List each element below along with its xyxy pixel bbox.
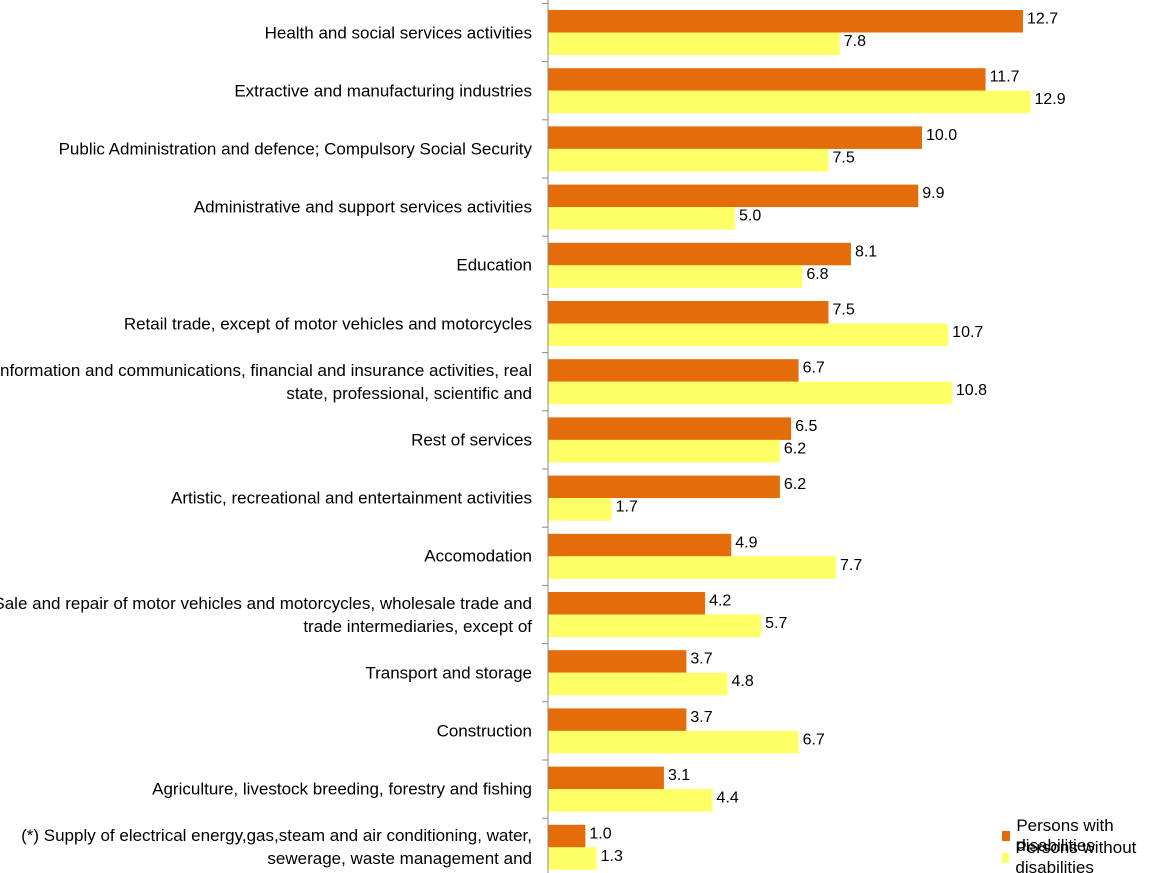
bar bbox=[548, 242, 851, 266]
value-label: 6.5 bbox=[795, 418, 817, 435]
category-label: (*) Supply of electrical energy,gas,stea… bbox=[21, 826, 532, 869]
bar bbox=[548, 265, 803, 288]
category-label: Accomodation bbox=[424, 546, 532, 566]
bar bbox=[548, 126, 922, 149]
bar bbox=[548, 533, 732, 557]
bar bbox=[548, 556, 836, 579]
value-label: 6.8 bbox=[806, 266, 828, 283]
bar bbox=[548, 10, 1023, 33]
value-label: 7.7 bbox=[840, 557, 862, 574]
value-label: 7.5 bbox=[833, 301, 855, 318]
bar bbox=[548, 381, 952, 405]
value-label: 9.9 bbox=[922, 185, 944, 202]
bar bbox=[548, 614, 762, 637]
category-label: Administrative and support services acti… bbox=[193, 197, 532, 217]
value-label: 6.7 bbox=[803, 731, 825, 748]
value-label: 1.3 bbox=[601, 848, 623, 865]
bar bbox=[548, 207, 735, 230]
bar bbox=[548, 359, 799, 382]
legend-swatch bbox=[1002, 831, 1011, 841]
bar bbox=[548, 417, 792, 440]
value-label: 8.1 bbox=[855, 243, 877, 260]
value-label: 11.7 bbox=[990, 69, 1020, 86]
bar bbox=[548, 672, 728, 696]
value-label: 6.2 bbox=[784, 476, 806, 493]
value-label: 12.9 bbox=[1034, 91, 1065, 108]
legend-item: Persons without disabilities bbox=[1002, 838, 1167, 873]
category-label: Public Administration and defence; Compu… bbox=[58, 139, 532, 159]
value-label: 7.5 bbox=[833, 149, 855, 166]
bar bbox=[548, 32, 840, 55]
category-label: Education bbox=[456, 255, 532, 275]
bar bbox=[548, 475, 780, 499]
bar bbox=[548, 90, 1031, 114]
legend-item: Persons with disabilities bbox=[1002, 816, 1167, 856]
bar bbox=[548, 498, 612, 521]
bar bbox=[548, 439, 780, 463]
category-label: Extractive and manufacturing industries bbox=[234, 81, 532, 101]
value-label: 10.7 bbox=[952, 324, 983, 341]
value-label: 6.2 bbox=[784, 440, 806, 457]
bar bbox=[548, 592, 706, 615]
value-label: 7.8 bbox=[844, 33, 866, 50]
bar bbox=[548, 68, 986, 91]
bar bbox=[548, 323, 949, 346]
value-label: 3.7 bbox=[690, 651, 712, 668]
bar bbox=[548, 708, 687, 731]
category-label: Retail trade, except of motor vehicles a… bbox=[123, 314, 532, 333]
category-label: Rest of services bbox=[411, 430, 532, 450]
value-label: 3.1 bbox=[668, 767, 690, 784]
category-label: Health and social services activities bbox=[264, 23, 532, 42]
bar bbox=[548, 847, 597, 870]
value-label: 10.0 bbox=[926, 127, 957, 144]
bar bbox=[548, 824, 586, 848]
bar bbox=[548, 789, 713, 812]
value-label: 3.7 bbox=[690, 709, 712, 726]
category-label: Construction bbox=[436, 721, 532, 741]
value-label: 4.8 bbox=[732, 673, 754, 690]
bar bbox=[548, 148, 829, 172]
bar bbox=[548, 184, 919, 208]
value-label: 5.7 bbox=[765, 615, 787, 632]
value-label: 6.7 bbox=[803, 360, 825, 377]
bar bbox=[548, 766, 664, 790]
value-label: 5.0 bbox=[739, 208, 761, 225]
bar bbox=[548, 730, 799, 754]
category-label: Transport and storage bbox=[365, 663, 532, 683]
value-label: 4.2 bbox=[709, 592, 731, 609]
legend-swatch bbox=[1002, 853, 1010, 863]
legend-label: Persons with disabilities bbox=[1016, 816, 1114, 855]
category-label: Agriculture, livestock breeding, forestr… bbox=[152, 779, 532, 799]
value-label: 4.9 bbox=[735, 534, 757, 551]
bar bbox=[548, 650, 687, 673]
legend-label: Persons without disabilities bbox=[1015, 838, 1137, 873]
category-label: Artistic, recreational and entertainment… bbox=[171, 488, 532, 508]
value-label: 1.0 bbox=[589, 825, 611, 842]
bar bbox=[548, 301, 829, 324]
value-label: 4.4 bbox=[717, 790, 739, 807]
value-label: 10.8 bbox=[956, 382, 987, 399]
value-label: 1.7 bbox=[616, 499, 638, 516]
category-label: Sale and repair of motor vehicles and mo… bbox=[0, 593, 532, 636]
category-label: Information and communications, financia… bbox=[0, 360, 532, 403]
value-label: 12.7 bbox=[1027, 10, 1058, 27]
